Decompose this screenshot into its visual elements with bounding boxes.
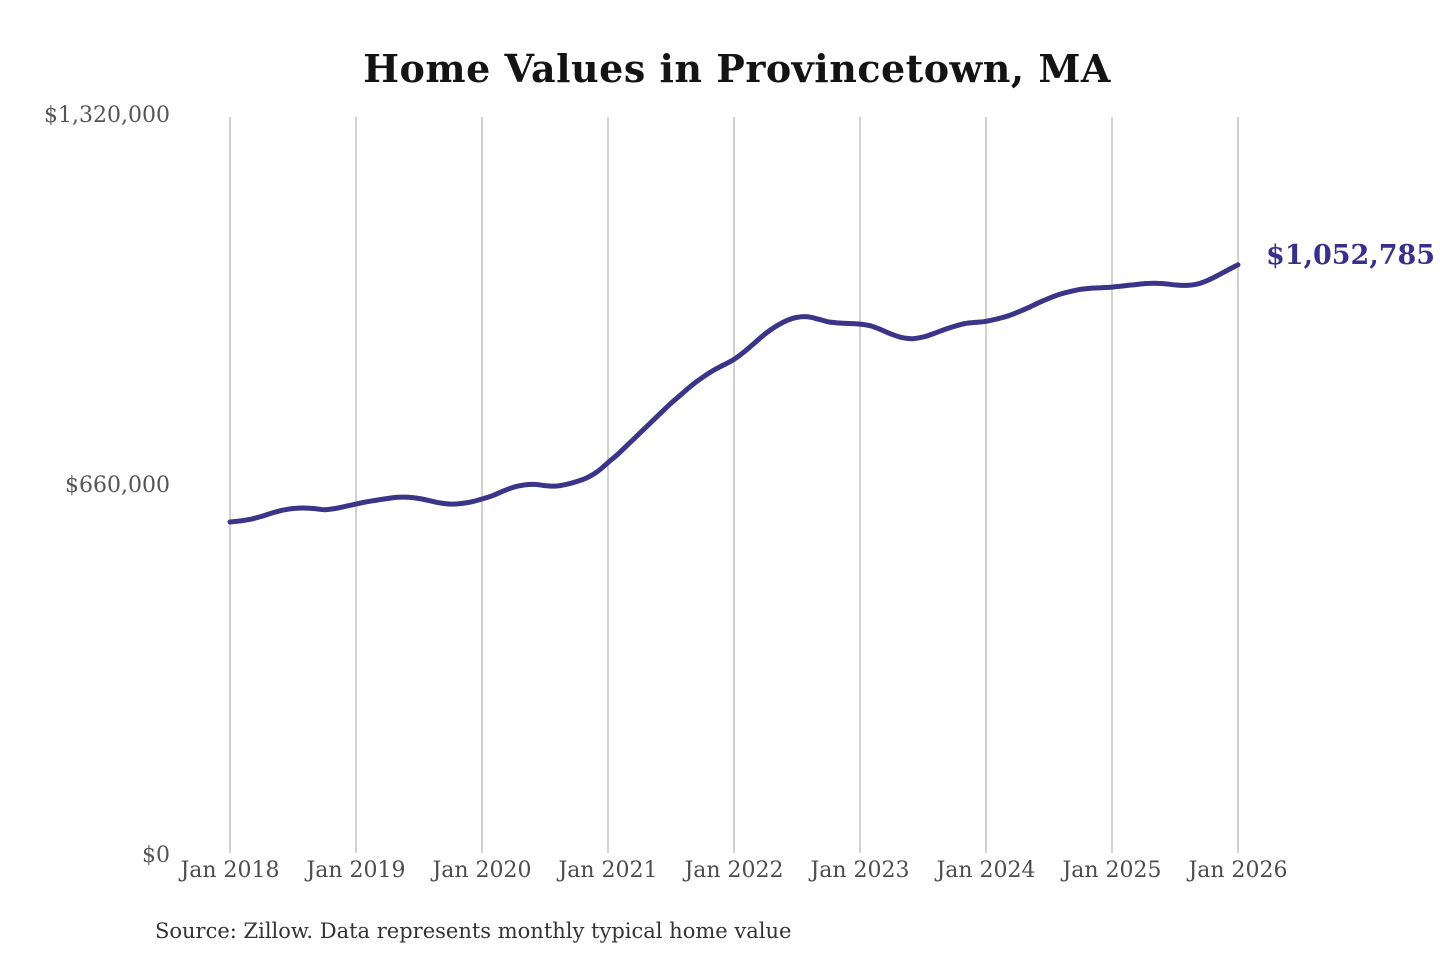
x-axis-tick-label: Jan 2020	[432, 858, 532, 883]
x-axis-tick-label: Jan 2022	[684, 858, 784, 883]
x-axis-tick-label: Jan 2024	[936, 858, 1036, 883]
x-axis-tick-label: Jan 2023	[810, 858, 910, 883]
x-axis-tick-label: Jan 2018	[180, 858, 280, 883]
x-axis-tick-label: Jan 2026	[1188, 858, 1288, 883]
chart-title: Home Values in Provincetown, MA	[363, 46, 1111, 91]
y-axis-tick-label: $0	[142, 843, 170, 868]
home-value-line	[227, 262, 1241, 525]
source-note: Source: Zillow. Data represents monthly …	[155, 919, 792, 943]
x-axis-tick-label: Jan 2021	[558, 858, 658, 883]
x-axis-tick-label: Jan 2019	[306, 858, 406, 883]
x-axis-tick-label: Jan 2025	[1062, 858, 1162, 883]
y-axis-tick-label: $1,320,000	[44, 103, 170, 128]
y-axis-tick-label: $660,000	[65, 473, 170, 498]
current-value-label: $1,052,785	[1266, 240, 1436, 271]
